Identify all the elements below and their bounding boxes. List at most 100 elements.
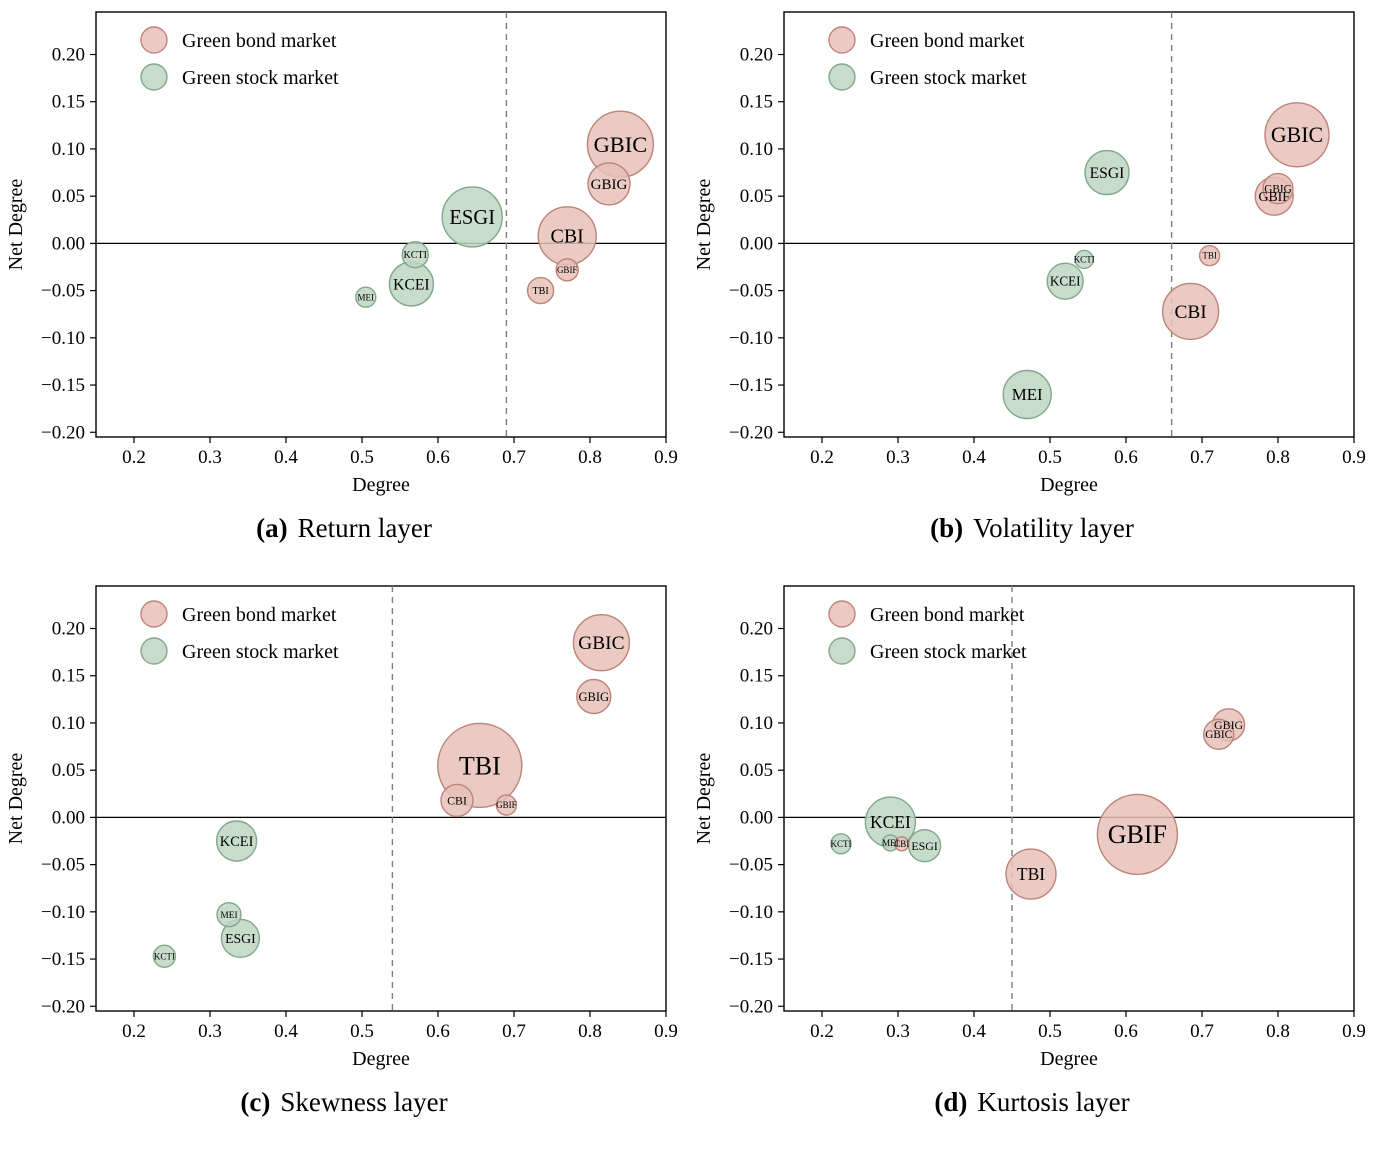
y-tick-label: 0.20 — [740, 45, 773, 66]
caption-title-a: Return layer — [297, 513, 432, 543]
bubble-label-GBIC: GBIC — [594, 132, 648, 157]
plot-frame — [783, 585, 1355, 1012]
x-tick-label: 0.4 — [274, 447, 298, 468]
bubble-MEI — [1002, 369, 1052, 420]
bubble-label-GBIG: GBIG — [1264, 183, 1292, 195]
y-tick-label: −0.05 — [729, 855, 773, 876]
y-tick-label: 0.05 — [52, 186, 85, 207]
y-tick-label: 0.05 — [52, 760, 85, 781]
caption-title-d: Kurtosis layer — [977, 1087, 1130, 1117]
y-tick-label: −0.05 — [729, 281, 773, 302]
x-tick-label: 0.6 — [1114, 1021, 1138, 1042]
panel-skewness-layer: 0.2 0.3 0.4 0.5 0.6 0.7 0.8 0.9 0.20 0.15 0.10 0.05… — [0, 574, 688, 1148]
bubble-label-GBIG: GBIG — [1214, 718, 1244, 732]
y-tick-label: −0.10 — [729, 328, 773, 349]
bubble-GBIF — [555, 258, 579, 282]
bubble-KCTI — [401, 241, 429, 269]
bubble-label-GBIF: GBIF — [1259, 189, 1291, 204]
x-tick-label: 0.7 — [502, 1021, 526, 1042]
caption-label-d: (d) — [934, 1087, 968, 1117]
legend-marker-bond — [140, 26, 168, 54]
y-tick-label: −0.15 — [41, 375, 85, 396]
x-tick-label: 0.2 — [122, 447, 146, 468]
x-tick-label: 0.3 — [886, 447, 910, 468]
bubble-label-KCTI: KCTI — [403, 250, 426, 261]
y-tick-label: −0.15 — [41, 949, 85, 970]
legend-label-stock: Green stock market — [182, 67, 339, 89]
x-tick-label: 0.4 — [274, 1021, 298, 1042]
bubble-GBIG — [587, 162, 631, 206]
y-tick-label: 0.10 — [52, 139, 85, 160]
x-tick-label: 0.2 — [810, 447, 834, 468]
y-tick-label: −0.20 — [729, 996, 773, 1017]
x-tick-label: 0.8 — [1266, 1021, 1290, 1042]
legend-label-stock: Green stock market — [870, 641, 1027, 663]
bubble-label-TBI: TBI — [1017, 864, 1045, 884]
y-tick-label: −0.10 — [729, 902, 773, 923]
legend-marker-stock — [828, 63, 856, 91]
bubble-label-MEI: MEI — [220, 911, 237, 921]
y-tick-label: 0.20 — [52, 619, 85, 640]
panel-volatility-layer: 0.2 0.3 0.4 0.5 0.6 0.7 0.8 0.9 0.20 0.15 0.10 0.05… — [688, 0, 1376, 574]
bubble-label-KCTI: KCTI — [1074, 255, 1095, 265]
legend-label-stock: Green stock market — [182, 641, 339, 663]
bubble-ESGI — [441, 186, 503, 248]
bubble-label-MEI: MEI — [358, 292, 375, 302]
bubble-label-ESGI: ESGI — [225, 931, 256, 946]
bubble-ESGI — [1084, 149, 1130, 196]
bubble-label-ESGI: ESGI — [911, 839, 937, 853]
bubble-KCTI — [152, 944, 177, 968]
legend-marker-stock — [140, 63, 168, 91]
y-tick-label: −0.10 — [41, 328, 85, 349]
legend-marker-stock — [140, 637, 168, 665]
bubble-label-MEI: MEI — [882, 838, 899, 848]
caption-title-c: Skewness layer — [280, 1087, 448, 1117]
legend-marker-stock — [828, 637, 856, 665]
bubble-label-GBIF: GBIF — [496, 800, 517, 810]
legend-marker-bond — [140, 600, 168, 628]
bubble-label-ESGI: ESGI — [449, 207, 495, 229]
x-tick-label: 0.5 — [350, 447, 374, 468]
bubble-GBIC — [572, 613, 631, 672]
bubble-label-CBI: CBI — [551, 226, 584, 248]
x-tick-label: 0.6 — [426, 1021, 450, 1042]
x-tick-label: 0.7 — [1190, 447, 1214, 468]
x-tick-label: 0.5 — [1038, 447, 1062, 468]
chart-caption-a: (a) Return layer — [0, 513, 688, 544]
plot-frame — [783, 11, 1355, 438]
bubble-label-KCEI: KCEI — [220, 834, 254, 850]
bubble-label-GBIG: GBIG — [591, 177, 628, 193]
bubble-label-KCTI: KCTI — [154, 951, 175, 961]
bubble-label-TBI: TBI — [533, 286, 549, 297]
x-axis-title: Degree — [352, 474, 410, 496]
bubble-label-TBI: TBI — [1202, 251, 1217, 261]
bubble-label-GBIF: GBIF — [1108, 820, 1167, 849]
y-tick-label: 0.00 — [52, 807, 85, 828]
bubble-CBI — [440, 783, 474, 818]
y-axis-title: Net Degree — [5, 179, 27, 271]
legend-label-bond: Green bond market — [870, 604, 1025, 626]
bubble-label-TBI: TBI — [459, 751, 501, 780]
x-tick-label: 0.3 — [886, 1021, 910, 1042]
bubble-MEI — [216, 901, 242, 928]
x-tick-label: 0.9 — [1342, 1021, 1366, 1042]
bubble-TBI — [526, 276, 555, 305]
bubble-GBIG — [576, 678, 612, 715]
caption-label-b: (b) — [930, 513, 964, 543]
x-tick-label: 0.7 — [1190, 1021, 1214, 1042]
panel-return-layer: 0.2 0.3 0.4 0.5 0.6 0.7 0.8 0.9 0.20 0.15 0.10 0.05… — [0, 0, 688, 574]
y-tick-label: 0.05 — [740, 186, 773, 207]
x-tick-label: 0.2 — [810, 1021, 834, 1042]
y-tick-label: −0.20 — [729, 422, 773, 443]
chart-caption-d: (d) Kurtosis layer — [688, 1087, 1376, 1118]
legend-marker-bond — [828, 26, 856, 54]
bubble-GBIF — [495, 794, 518, 816]
legend-label-stock: Green stock market — [870, 67, 1027, 89]
plot-frame — [95, 585, 667, 1012]
x-tick-label: 0.5 — [350, 1021, 374, 1042]
x-tick-label: 0.7 — [502, 447, 526, 468]
y-axis-title: Net Degree — [693, 753, 715, 845]
bubble-CBI — [894, 836, 910, 852]
x-tick-label: 0.5 — [1038, 1021, 1062, 1042]
